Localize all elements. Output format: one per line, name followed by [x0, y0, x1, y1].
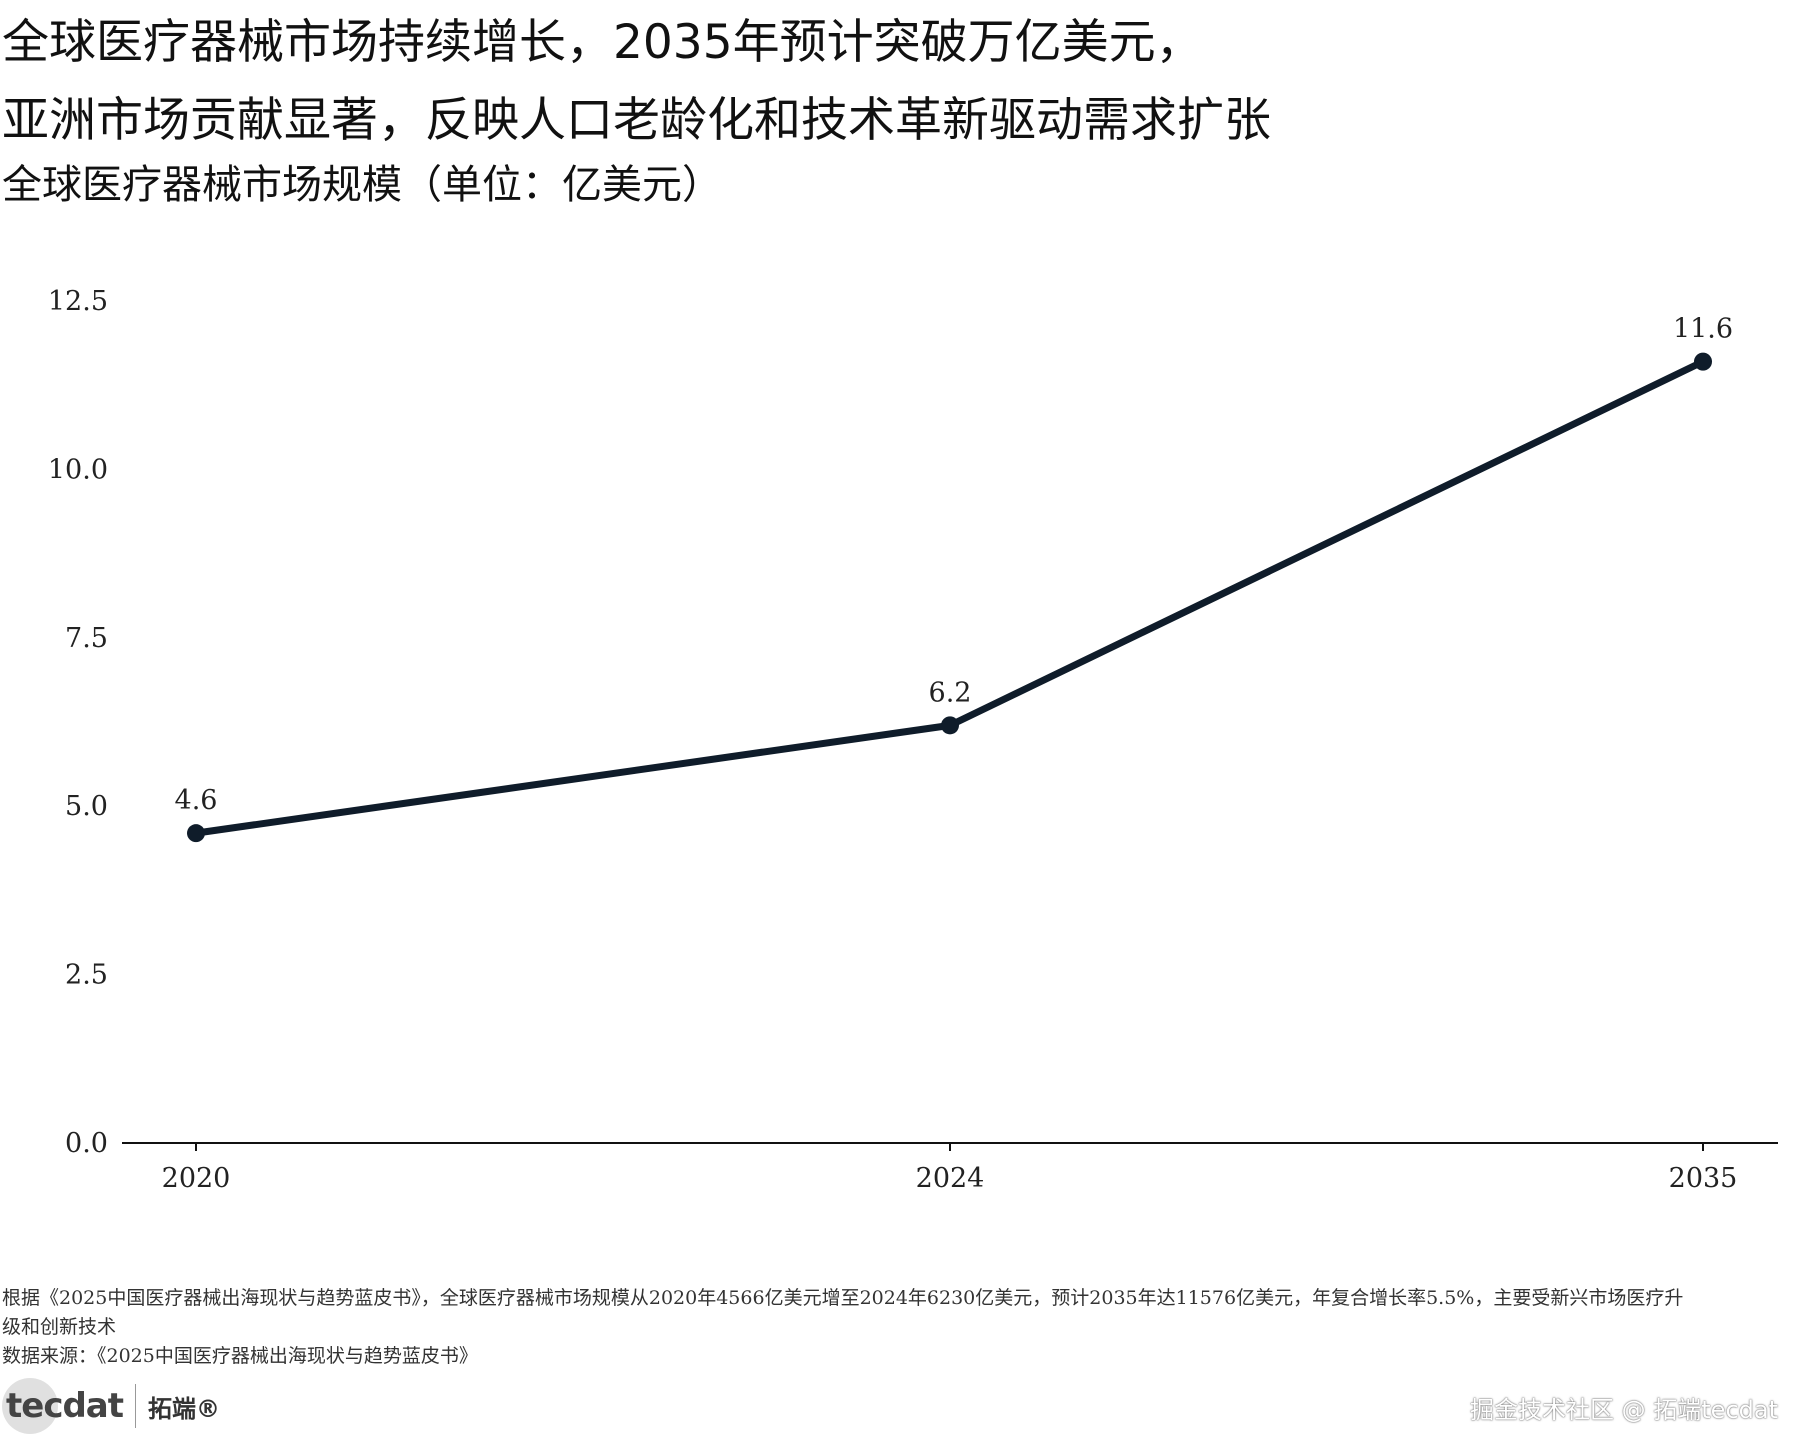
data-label: 4.6 [175, 785, 218, 816]
logo-divider [135, 1384, 137, 1428]
footnote: 根据《2025中国医疗器械出海现状与趋势蓝皮书》，全球医疗器械市场规模从2020… [2, 1287, 1684, 1338]
data-point [1694, 352, 1712, 371]
line-chart: 0.0 2.5 5.0 7.5 10.0 12.5 2020 2024 2035 4.6 6.2… [48, 286, 1778, 1194]
x-axis-ticks: 2020 2024 2035 [162, 1143, 1738, 1194]
y-tick-label: 10.0 [48, 454, 108, 485]
y-axis-ticks: 0.0 2.5 5.0 7.5 10.0 12.5 [48, 286, 108, 1159]
y-tick-label: 5.0 [65, 791, 108, 822]
x-tick-label: 2035 [1669, 1163, 1738, 1194]
x-tick-label: 2024 [916, 1163, 985, 1194]
y-tick-label: 0.0 [65, 1128, 108, 1159]
data-label: 6.2 [929, 677, 972, 708]
series-group: 4.6 6.2 11.6 [175, 314, 1733, 843]
brand-logo: tecdat 拓端® [1, 1378, 221, 1434]
y-tick-label: 7.5 [65, 623, 108, 654]
data-source: 数据来源：《2025中国医疗器械出海现状与趋势蓝皮书》 [2, 1345, 478, 1367]
watermark: 掘金技术社区 @ 拓端tecdat [1470, 1396, 1778, 1424]
data-point [187, 824, 205, 843]
y-tick-label: 2.5 [65, 960, 108, 991]
logo-wordmark: tecdat [1, 1378, 124, 1434]
data-point [941, 716, 959, 735]
chart-title: 全球医疗器械市场规模（单位：亿美元） [2, 162, 722, 208]
chart-headline: 全球医疗器械市场持续增长，2035年预计突破万亿美元， 亚洲市场贡献显著，反映人… [2, 4, 1271, 160]
headline-line-1: 全球医疗器械市场持续增长，2035年预计突破万亿美元， [2, 15, 1203, 70]
logo-chinese-name: 拓端® [148, 1394, 221, 1423]
headline-line-2: 亚洲市场贡献显著，反映人口老龄化和技术革新驱动需求扩张 [2, 93, 1271, 148]
y-tick-label: 12.5 [48, 286, 108, 317]
data-label: 11.6 [1673, 314, 1733, 345]
x-tick-label: 2020 [162, 1163, 231, 1194]
series-line [192, 358, 1707, 837]
